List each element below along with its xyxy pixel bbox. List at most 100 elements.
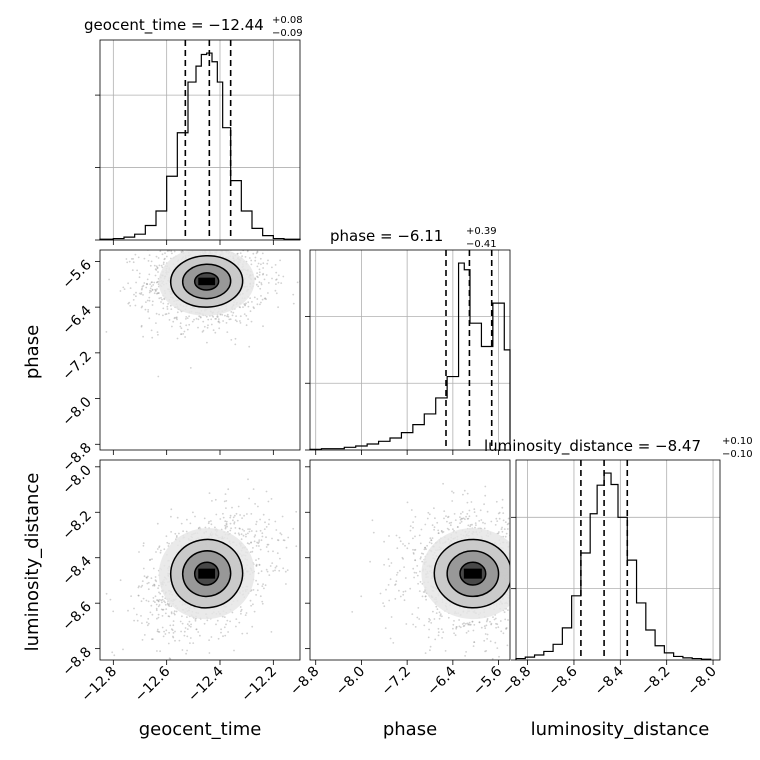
joint-phase-vs-luminosity-distance-sample-point [420,528,423,531]
joint-phase-vs-luminosity-distance-sample-point [448,522,451,524]
joint-phase-vs-luminosity-distance-sample-point [418,590,421,592]
joint-geocent-time-vs-luminosity-distance-sample-point [197,527,200,529]
joint-geocent-time-vs-phase-sample-point [147,309,150,311]
joint-geocent-time-vs-phase-sample-point [170,308,173,310]
joint-geocent-time-vs-luminosity-distance-sample-point [168,542,170,545]
joint-geocent-time-vs-luminosity-distance-sample-point [285,546,288,549]
joint-geocent-time-vs-phase-sample-point [146,299,149,302]
joint-geocent-time-vs-luminosity-distance-sample-point [147,618,150,620]
joint-geocent-time-vs-luminosity-distance-contour [181,550,232,598]
joint-geocent-time-vs-phase-sample-point [218,321,221,324]
joint-geocent-time-vs-luminosity-distance-sample-point [178,532,180,535]
joint-phase-vs-luminosity-distance-sample-point [428,628,430,631]
joint-phase-vs-luminosity-distance-sample-point [524,634,526,636]
joint-geocent-time-vs-phase-sample-point [156,266,159,269]
joint-geocent-time-vs-luminosity-distance-sample-point [181,649,184,651]
joint-phase-vs-luminosity-distance-sample-point [520,528,522,530]
joint-phase-vs-luminosity-distance-sample-point [521,557,523,559]
joint-phase-vs-luminosity-distance-sample-point [437,634,440,637]
joint-phase-vs-luminosity-distance-sample-point [447,516,449,519]
joint-geocent-time-vs-phase-sample-point [128,260,131,263]
joint-geocent-time-vs-phase-sample-point [239,315,242,318]
joint-geocent-time-vs-luminosity-distance-sample-point [178,639,181,642]
joint-geocent-time-vs-phase-sample-point [258,268,261,271]
joint-geocent-time-vs-luminosity-distance-sample-point [265,568,268,571]
joint-geocent-time-vs-phase-sample-point [143,282,146,284]
joint-phase-vs-luminosity-distance-sample-point [537,554,539,556]
joint-geocent-time-vs-phase-sample-point [202,320,205,323]
joint-geocent-time-vs-phase-sample-point [167,312,170,315]
joint-geocent-time-vs-luminosity-distance-sample-point [241,632,244,635]
joint-geocent-time-vs-luminosity-distance-sample-point [169,658,172,660]
joint-geocent-time-vs-luminosity-distance-sample-point [147,622,150,625]
joint-geocent-time-vs-phase-sample-point [277,306,279,309]
marginal-geocent-time-panel [95,40,301,241]
joint-geocent-time-vs-luminosity-distance-sample-point [105,592,108,595]
joint-geocent-time-vs-phase-sample-point [180,333,182,336]
joint-geocent-time-vs-phase-sample-point [247,318,250,320]
joint-phase-vs-luminosity-distance-sample-point [484,485,487,488]
joint-geocent-time-vs-luminosity-distance-sample-point [153,584,156,586]
joint-phase-vs-luminosity-distance-sample-point [467,623,470,626]
joint-geocent-time-vs-phase-sample-point [157,333,159,336]
title-sub-phase: −0.41 [466,239,497,250]
joint-phase-vs-luminosity-distance-sample-point [517,562,519,564]
joint-phase-vs-luminosity-distance-contour [459,561,487,586]
joint-geocent-time-vs-luminosity-distance-sample-point [154,579,157,582]
joint-phase-vs-luminosity-distance-sample-point [422,553,425,555]
joint-phase-vs-luminosity-distance-sample-point [478,621,481,624]
joint-geocent-time-vs-luminosity-distance-sample-point [175,535,178,537]
joint-geocent-time-vs-phase-sample-point [243,303,246,305]
joint-phase-vs-luminosity-distance-sample-point [421,595,424,598]
joint-geocent-time-vs-luminosity-distance-sample-point [280,533,283,536]
joint-geocent-time-vs-phase-sample-point [193,234,195,236]
joint-phase-vs-luminosity-distance-sample-point [523,580,525,582]
joint-geocent-time-vs-luminosity-distance-sample-point [199,634,201,637]
joint-geocent-time-vs-luminosity-distance-sample-point [224,524,227,527]
joint-phase-vs-luminosity-distance-sample-point [437,532,440,535]
joint-geocent-time-vs-phase-sample-point [142,284,145,287]
joint-geocent-time-vs-phase-sample-point [202,244,204,246]
joint-phase-vs-luminosity-distance-sample-point [533,602,535,604]
joint-geocent-time-vs-luminosity-distance-sample-point [127,609,129,612]
joint-phase-vs-luminosity-distance-sample-point [475,515,478,517]
joint-phase-vs-luminosity-distance-sample-point [486,619,489,622]
joint-geocent-time-vs-phase-sample-point [163,258,166,261]
joint-geocent-time-vs-phase-sample-point [203,325,206,328]
joint-geocent-time-vs-phase-sample-point [224,314,226,317]
joint-phase-vs-luminosity-distance-sample-point [540,528,542,530]
joint-geocent-time-vs-phase-sample-point [157,257,160,259]
joint-geocent-time-vs-luminosity-distance-sample-point [233,522,236,525]
joint-geocent-time-vs-luminosity-distance-sample-point [153,583,156,586]
joint-geocent-time-vs-luminosity-distance-sample-point [185,530,188,533]
joint-geocent-time-vs-luminosity-distance-sample-point [266,570,269,573]
joint-geocent-time-vs-phase-sample-point [239,252,242,255]
joint-phase-vs-luminosity-distance-sample-point [539,576,541,578]
joint-geocent-time-vs-luminosity-distance-sample-point [223,500,226,503]
joint-phase-vs-luminosity-distance-sample-point [529,559,531,561]
joint-geocent-time-vs-phase-sample-point [135,295,137,298]
joint-geocent-time-vs-luminosity-distance-sample-point [159,551,162,554]
joint-geocent-time-vs-luminosity-distance-sample-point [158,631,161,633]
joint-geocent-time-vs-phase-sample-point [194,247,196,249]
joint-phase-vs-luminosity-distance-sample-point [479,674,481,676]
joint-geocent-time-vs-luminosity-distance-sample-point [279,532,282,534]
joint-geocent-time-vs-phase-sample-point [140,292,143,294]
joint-phase-vs-luminosity-distance-sample-point [409,525,412,527]
joint-phase-vs-luminosity-distance-sample-point [511,577,513,579]
joint-geocent-time-vs-phase-sample-point [212,315,215,318]
joint-geocent-time-vs-luminosity-distance-sample-point [261,535,264,538]
joint-geocent-time-vs-luminosity-distance-sample-point [247,478,249,481]
joint-geocent-time-vs-phase-sample-point [182,333,185,335]
joint-geocent-time-vs-phase-sample-point [260,282,263,284]
joint-geocent-time-vs-luminosity-distance-sample-point [194,619,197,622]
joint-geocent-time-vs-luminosity-distance-sample-point [225,520,228,523]
joint-geocent-time-vs-phase-sample-point [140,306,143,309]
joint-geocent-time-vs-luminosity-distance-sample-point [279,557,281,560]
joint-phase-vs-luminosity-distance-sample-point [503,611,506,614]
joint-geocent-time-vs-luminosity-distance-sample-point [255,565,258,567]
joint-geocent-time-vs-phase-sample-point [236,252,239,255]
joint-geocent-time-vs-luminosity-distance-sample-point [208,639,211,641]
joint-geocent-time-vs-phase-sample-point [105,331,108,333]
joint-geocent-time-vs-phase-sample-point [252,306,255,308]
